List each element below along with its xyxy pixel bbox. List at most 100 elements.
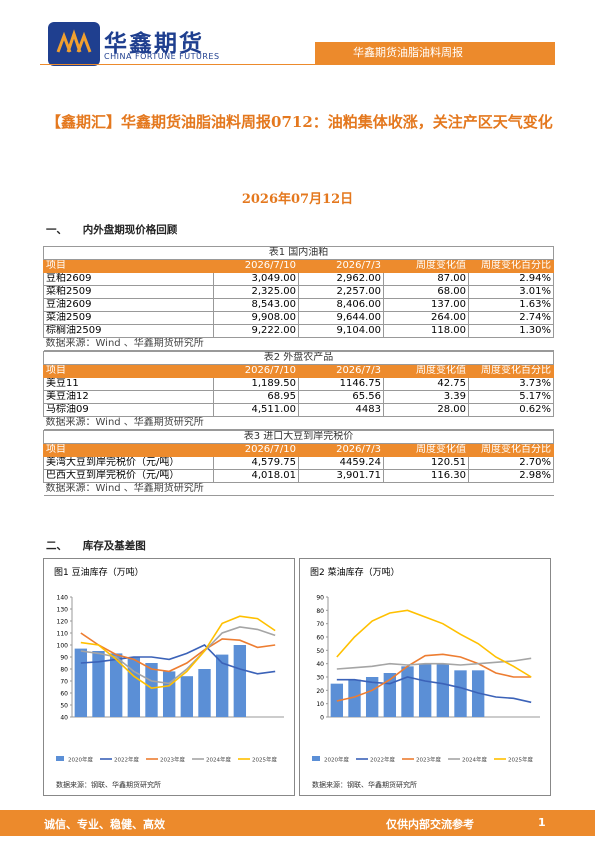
header-cell: 周度变化百分比 bbox=[467, 259, 555, 273]
table-cell: 2,325.00 bbox=[213, 285, 299, 299]
table-cell: 美豆油12 bbox=[43, 390, 214, 404]
bar bbox=[74, 648, 88, 717]
table-cell: 1146.75 bbox=[298, 377, 384, 391]
header-cell: 2026/7/3 bbox=[298, 443, 384, 457]
table-cell: 28.00 bbox=[383, 403, 469, 417]
table-cell: 264.00 bbox=[383, 311, 469, 325]
header-row: 项目 2026/7/10 2026/7/3 周度变化值 周度变化百分比 bbox=[43, 364, 555, 378]
table-cell: 2,257.00 bbox=[298, 285, 384, 299]
series-line bbox=[336, 653, 532, 702]
bar bbox=[109, 653, 123, 717]
y-tick-label: 30 bbox=[316, 675, 324, 682]
header-cell: 2026/7/10 bbox=[213, 364, 299, 378]
header-cell: 周度变化值 bbox=[383, 259, 469, 273]
table-cell: 2.74% bbox=[467, 311, 555, 325]
table-cell: 3,901.71 bbox=[298, 469, 384, 483]
series-line bbox=[80, 615, 276, 690]
chart: 图2 菜油库存（万吨） 0 10 20 30 40 50 60 70 80 90 2020年度 2022… bbox=[310, 566, 540, 789]
y-tick-label: 50 bbox=[316, 648, 324, 655]
y-tick-label: 50 bbox=[60, 703, 68, 710]
table-cell: 1.63% bbox=[467, 298, 555, 312]
y-tick-label: 140 bbox=[57, 595, 69, 602]
table-cell: 42.75 bbox=[383, 377, 469, 391]
table-source: 数据来源：Wind 、华鑫期货研究所 bbox=[43, 482, 554, 496]
table-cell: 棕榈油2509 bbox=[43, 324, 214, 338]
y-tick-label: 80 bbox=[60, 667, 68, 674]
header-cell: 周度变化值 bbox=[383, 364, 469, 378]
table-cell: 3.01% bbox=[467, 285, 555, 299]
chart-panel: 图1 豆油库存（万吨） 40 50 60 70 80 90 100 110 120 130 140 20… bbox=[43, 558, 295, 796]
y-tick-label: 90 bbox=[316, 595, 324, 602]
bar bbox=[436, 663, 450, 717]
table-cell: 豆粕2609 bbox=[43, 272, 214, 286]
legend-label: 2025年度 bbox=[252, 756, 277, 764]
report-title: 【鑫期汇】华鑫期货油脂油料周报0712：油粕集体收涨，关注产区天气变化 bbox=[46, 113, 553, 131]
series-line bbox=[336, 676, 532, 704]
table-source: 数据来源：Wind 、华鑫期货研究所 bbox=[43, 337, 554, 351]
bar bbox=[233, 645, 247, 717]
header-cell: 周度变化百分比 bbox=[467, 443, 555, 457]
table-row: 豆油2609 8,543.00 8,406.00 137.00 1.63% bbox=[43, 298, 555, 312]
table-row: 美豆11 1,189.50 1146.75 42.75 3.73% bbox=[43, 377, 555, 391]
bar bbox=[365, 677, 379, 717]
table-row: 菜油2509 9,908.00 9,644.00 264.00 2.74% bbox=[43, 311, 555, 325]
table-row: 菜粕2509 2,325.00 2,257.00 68.00 3.01% bbox=[43, 285, 555, 299]
table-cell: 巴西大豆到岸完税价（元/吨） bbox=[43, 469, 214, 483]
chart-source: 数据来源：钢联、华鑫期货研究所 bbox=[312, 780, 417, 789]
table-cell: 4,018.01 bbox=[213, 469, 299, 483]
table-cell: 9,222.00 bbox=[213, 324, 299, 338]
y-tick-label: 130 bbox=[57, 607, 69, 614]
legend-swatch bbox=[56, 756, 64, 761]
report-name: 华鑫期货油脂油料周报 bbox=[315, 42, 555, 64]
logo-text: 华鑫期货 bbox=[104, 31, 204, 57]
table-cell: 豆油2609 bbox=[43, 298, 214, 312]
footer-motto: 诚信、专业、稳健、高效 bbox=[44, 818, 165, 831]
table-cell: 87.00 bbox=[383, 272, 469, 286]
header-cell: 2026/7/10 bbox=[213, 259, 299, 273]
footer: 诚信、专业、稳健、高效 仅供内部交流参考 1 bbox=[0, 810, 595, 836]
source-row: 数据来源：Wind 、华鑫期货研究所 bbox=[43, 482, 554, 496]
caption-row: 表2 外盘农产品 bbox=[42, 351, 555, 365]
bar bbox=[145, 663, 158, 717]
table-cell: 137.00 bbox=[383, 298, 469, 312]
table-row: 棕榈油2509 9,222.00 9,104.00 118.00 1.30% bbox=[43, 324, 555, 338]
bar bbox=[454, 670, 467, 717]
section-heading: 二、 库存及基差图 bbox=[46, 540, 146, 552]
table-cell: 9,644.00 bbox=[298, 311, 384, 325]
y-tick-label: 120 bbox=[57, 619, 69, 626]
legend-swatch bbox=[312, 756, 320, 761]
tables: 表1 国内油粕 项目 2026/7/10 2026/7/3 周度变化值 周度变化百分比 豆粕… bbox=[42, 246, 555, 496]
header-cell: 周度变化值 bbox=[383, 443, 469, 457]
bar bbox=[418, 663, 432, 717]
table-cell: 4483 bbox=[298, 403, 384, 417]
table-row: 美豆油12 68.95 65.56 3.39 5.17% bbox=[43, 390, 555, 404]
chart-source: 数据来源：钢联、华鑫期货研究所 bbox=[56, 780, 161, 789]
table-cell: 美豆11 bbox=[43, 377, 214, 391]
legend-label: 2025年度 bbox=[508, 756, 533, 764]
table-cell: 4,511.00 bbox=[213, 403, 299, 417]
caption-row: 表1 国内油粕 bbox=[42, 246, 555, 260]
legend-label: 2022年度 bbox=[114, 756, 139, 764]
y-tick-label: 80 bbox=[316, 608, 324, 615]
table-caption: 表1 国内油粕 bbox=[42, 246, 555, 260]
series-line bbox=[80, 644, 276, 675]
table-cell: 120.51 bbox=[383, 456, 469, 470]
bar bbox=[401, 666, 414, 717]
y-tick-label: 70 bbox=[316, 621, 324, 628]
data-table: 表1 国内油粕 项目 2026/7/10 2026/7/3 周度变化值 周度变化百分比 豆粕… bbox=[42, 246, 555, 351]
y-tick-label: 60 bbox=[60, 691, 68, 698]
table-cell: 68.00 bbox=[383, 285, 469, 299]
footer-note: 仅供内部交流参考 bbox=[386, 818, 474, 831]
logo-english: CHINA FORTUNE FUTURES bbox=[104, 52, 220, 61]
table-cell: 3.73% bbox=[467, 377, 555, 391]
table-cell: 5.17% bbox=[467, 390, 555, 404]
data-table: 表3 进口大豆到岸完税价 项目 2026/7/10 2026/7/3 周度变化值 周度变化… bbox=[42, 430, 555, 496]
legend-label: 2023年度 bbox=[160, 756, 185, 764]
y-tick-label: 60 bbox=[316, 635, 324, 642]
legend-label: 2024年度 bbox=[206, 756, 231, 764]
report-date: 2026年07月12日 bbox=[241, 192, 354, 207]
chart-title: 图1 豆油库存（万吨） bbox=[54, 566, 144, 578]
table-cell: 马棕油09 bbox=[43, 403, 214, 417]
table-cell: 4,579.75 bbox=[213, 456, 299, 470]
